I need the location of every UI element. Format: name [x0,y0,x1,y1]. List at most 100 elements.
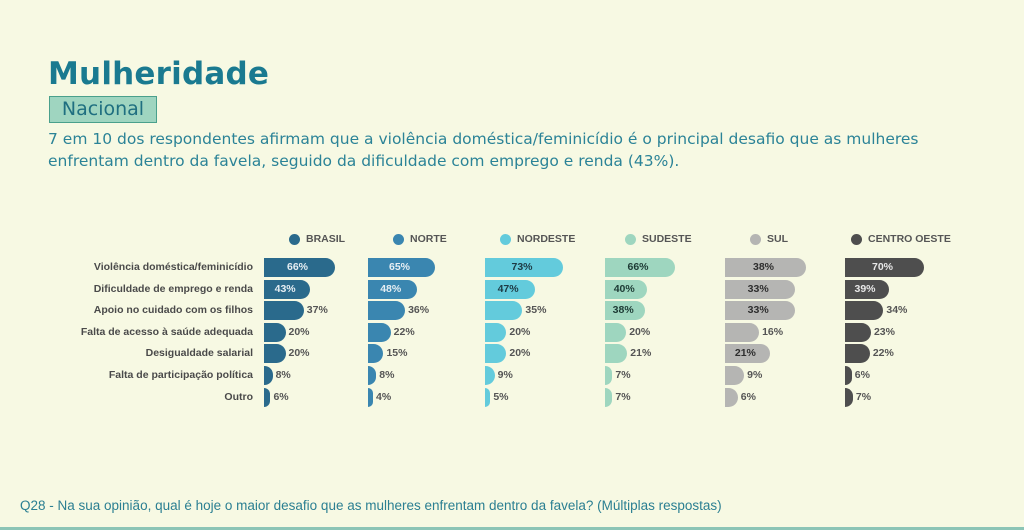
bottom-divider [0,527,1024,530]
data-label: 38% [752,261,774,273]
data-label: 20% [288,325,310,338]
legend-label: NORTE [410,233,447,245]
bar [368,279,418,299]
bar [368,366,377,385]
bar [725,258,806,277]
bar [605,258,675,277]
category-label: Dificuldade de emprego e renda [93,282,253,295]
bar [845,279,889,299]
bar [264,279,311,299]
bar [605,301,646,321]
bar [725,387,738,407]
bar [368,322,391,342]
data-label: 36% [408,304,430,317]
data-label: 6% [740,390,756,403]
data-label: 6% [854,369,870,381]
scope-badge: Nacional [49,96,157,123]
legend-item: CENTRO OESTE [851,233,951,245]
bar [264,258,335,277]
legend-dot-icon [851,233,862,245]
summary-text: 7 em 10 dos respondentes afirmam que a v… [48,130,919,170]
category-label: Violência doméstica/feminicídio [93,261,253,273]
legend-item: SUDESTE [625,233,692,245]
legend-label: CENTRO OESTE [868,233,951,245]
category-label: Apoio no cuidado com os filhos [93,304,253,317]
bar [725,279,796,299]
data-label: 23% [873,325,895,338]
legend-dot-icon [393,233,404,245]
data-label: 47% [497,282,519,295]
data-label: 20% [509,325,531,338]
bar [725,366,745,385]
bar [845,301,884,321]
bar [264,366,273,385]
page-title: Mulheridade [48,56,270,92]
data-label: 37% [306,304,328,317]
bar [485,387,491,407]
bar [485,301,523,321]
legend-label: NORDESTE [517,233,576,245]
legend-item: SUL [750,233,788,245]
bar [725,301,796,321]
category-label: Falta de participação política [108,369,253,381]
bar [845,322,871,342]
data-label: 33% [747,304,769,317]
data-label: 8% [379,369,395,381]
bar [845,366,852,385]
bar [605,366,613,385]
bar [264,344,286,364]
data-label: 20% [629,325,651,338]
bar [845,258,924,277]
bar [485,344,507,364]
question-footnote: Q28 - Na sua opinião, qual é hoje o maio… [20,498,722,513]
data-label: 70% [871,261,893,273]
bar [845,344,870,364]
category-label: Outro [224,390,253,403]
legend-label: SUDESTE [642,233,692,245]
data-label: 40% [613,282,635,295]
bar [368,387,373,407]
bar [368,344,384,364]
data-label: 8% [275,369,291,381]
data-label: 7% [855,390,872,403]
category-label: Falta de acesso à saúde adequada [80,325,253,338]
bar [605,387,613,407]
data-label: 43% [274,282,296,295]
bar [368,258,435,277]
data-label: 20% [288,347,310,360]
legend-item: NORDESTE [500,233,575,245]
data-label: 5% [493,390,509,403]
bar [845,387,853,407]
data-label: 38% [612,304,634,317]
data-label: 20% [509,347,531,360]
data-label: 34% [886,304,908,317]
bar [368,301,406,321]
data-label: 21% [630,347,652,360]
legend-dot-icon [289,233,300,245]
data-label: 22% [872,347,894,360]
bar [605,279,648,299]
data-label: 48% [380,282,402,295]
bar [725,322,760,342]
data-label: 4% [376,390,392,403]
data-label: 7% [615,369,631,381]
data-label: 65% [388,261,410,273]
bar [485,322,507,342]
data-label: 9% [747,369,763,381]
data-label: 22% [393,325,415,338]
data-label: 21% [734,347,756,360]
bar [605,322,627,342]
data-label: 73% [511,261,533,273]
data-label: 66% [286,261,308,273]
data-label: 15% [386,347,408,360]
bar [264,322,286,342]
legend-dot-icon [500,233,511,245]
bar [485,279,536,299]
data-label: 35% [525,304,547,317]
data-label: 16% [762,325,784,338]
data-label: 33% [747,282,769,295]
bar [264,387,271,407]
legend-label: BRASIL [306,233,346,245]
data-label: 66% [627,261,649,273]
data-label: 7% [615,390,631,403]
